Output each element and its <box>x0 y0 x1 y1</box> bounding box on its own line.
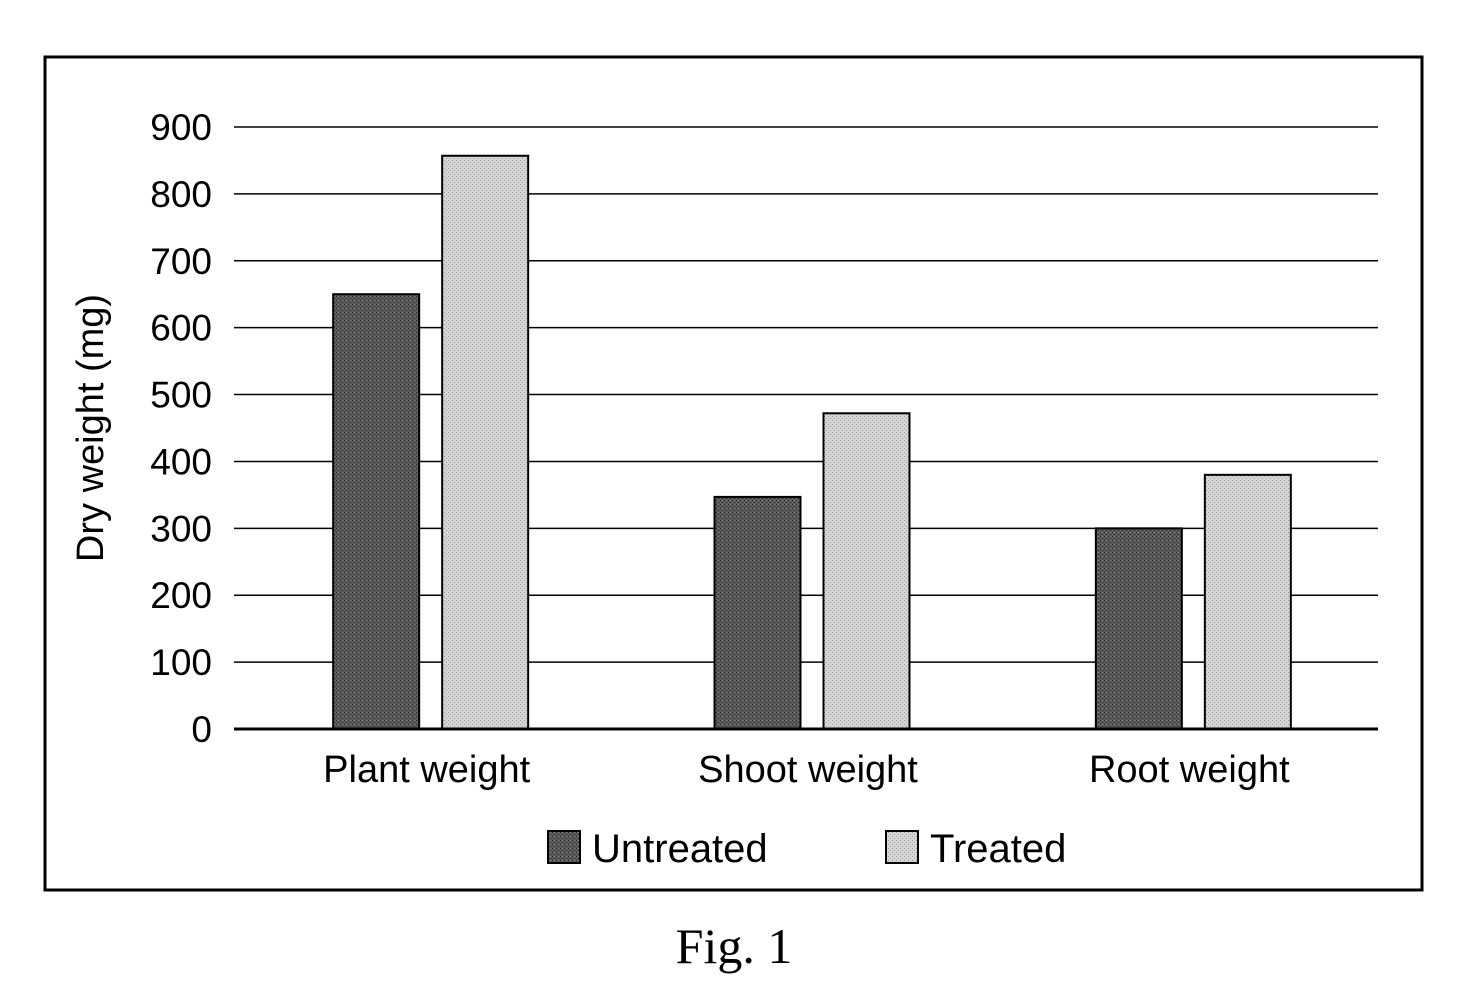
y-tick-label: 200 <box>150 575 212 616</box>
y-tick-label: 0 <box>191 709 212 750</box>
y-tick-label: 500 <box>150 375 212 416</box>
bar-untreated-plant-weight <box>333 294 419 729</box>
y-tick-label: 700 <box>150 241 212 282</box>
figure-caption: Fig. 1 <box>676 918 793 974</box>
y-tick-label: 600 <box>150 308 212 349</box>
bar-untreated-shoot-weight <box>715 497 801 729</box>
bar-treated-root-weight <box>1205 475 1291 729</box>
legend-label-treated: Treated <box>930 827 1066 871</box>
y-axis-title: Dry weight (mg) <box>70 294 112 562</box>
legend-label-untreated: Untreated <box>592 827 768 871</box>
bar-treated-plant-weight <box>442 156 528 729</box>
bar-treated-shoot-weight <box>824 413 910 729</box>
x-category-label: Root weight <box>1089 749 1290 791</box>
y-tick-label: 800 <box>150 174 212 215</box>
legend-swatch-treated <box>886 831 918 863</box>
bar-untreated-root-weight <box>1096 528 1182 729</box>
y-tick-label: 400 <box>150 441 212 482</box>
legend-swatch-untreated <box>548 831 580 863</box>
x-category-label: Shoot weight <box>698 749 918 791</box>
y-tick-label: 900 <box>150 107 212 148</box>
x-category-label: Plant weight <box>323 749 530 791</box>
y-tick-label: 100 <box>150 642 212 683</box>
y-tick-label: 300 <box>150 508 212 549</box>
x-axis-category-labels: Plant weight Shoot weight Root weight <box>323 749 1290 791</box>
